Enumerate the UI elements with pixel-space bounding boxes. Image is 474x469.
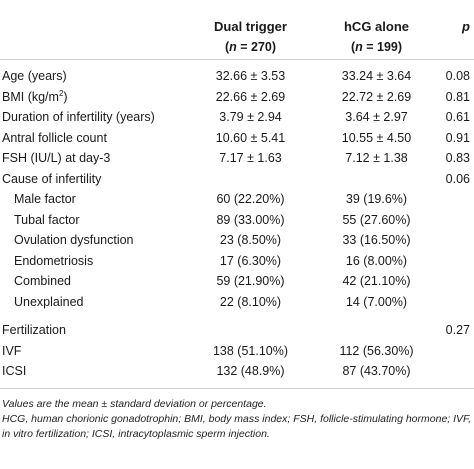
header-hcg-alone: hCG alone <box>343 19 409 34</box>
header-hcg-n: (n = 199) <box>350 40 403 54</box>
cell-hcg: 14 (7.00%) <box>345 294 408 309</box>
cell-hcg: 39 (19.6%) <box>345 192 408 207</box>
row-label: IVF <box>2 343 22 358</box>
baseline-characteristics-table: Dual trigger hCG alone p (n = 270) (n = … <box>0 0 474 388</box>
row-label: Male factor <box>14 192 76 207</box>
row-label: Tubal factor <box>14 212 80 227</box>
cell-p <box>432 341 474 362</box>
row-label: Ovulation dysfunction <box>14 233 134 248</box>
cell-hcg: 112 (56.30%) <box>339 343 414 358</box>
table-row: Cause of infertility 0.06 <box>0 169 474 190</box>
header-dual-trigger: Dual trigger <box>214 19 287 34</box>
cell-p: 0.08 <box>445 69 470 84</box>
cell-p <box>432 271 474 292</box>
row-label: Endometriosis <box>14 253 94 268</box>
cell-hcg: 33 (16.50%) <box>342 233 411 248</box>
table-row: Tubal factor 89 (33.00%) 55 (27.60%) <box>0 210 474 231</box>
table-row: BMI (kg/m2) 22.66 ± 2.69 22.72 ± 2.69 0.… <box>0 87 474 108</box>
row-label: Fertilization <box>2 323 66 338</box>
cell-p: 0.06 <box>445 171 470 186</box>
table-row: FSH (IU/L) at day-3 7.17 ± 1.63 7.12 ± 1… <box>0 148 474 169</box>
row-label: ICSI <box>2 364 27 379</box>
cell-p: 0.27 <box>445 323 470 338</box>
cell-hcg <box>321 169 432 190</box>
cell-p <box>432 292 474 313</box>
cell-p: 0.61 <box>445 110 470 125</box>
footnote-values: Values are the mean ± standard deviation… <box>2 397 267 410</box>
header-p-value: p <box>462 19 470 34</box>
table-row: Fertilization 0.27 <box>0 312 474 341</box>
cell-hcg: 87 (43.70%) <box>342 364 411 379</box>
row-label: Unexplained <box>14 294 84 309</box>
cell-dual: 23 (8.50%) <box>219 233 282 248</box>
table-body: Age (years) 32.66 ± 3.53 33.24 ± 3.64 0.… <box>0 60 474 388</box>
cell-dual: 7.17 ± 1.63 <box>219 151 282 166</box>
cell-dual: 59 (21.90%) <box>216 274 285 289</box>
row-label: Duration of infertility (years) <box>2 110 155 125</box>
footnote-abbreviations: HCG, human chorionic gonadotrophin; BMI,… <box>2 412 472 440</box>
cell-p <box>432 189 474 210</box>
cell-dual: 22.66 ± 2.69 <box>215 89 286 104</box>
cell-dual: 10.60 ± 5.41 <box>215 130 286 145</box>
table-row: Age (years) 32.66 ± 3.53 33.24 ± 3.64 0.… <box>0 60 474 87</box>
cell-hcg: 7.12 ± 1.38 <box>345 151 408 166</box>
cell-hcg: 33.24 ± 3.64 <box>341 69 412 84</box>
row-label: Antral follicle count <box>2 130 107 145</box>
cell-hcg: 16 (8.00%) <box>345 253 408 268</box>
cell-dual: 60 (22.20%) <box>216 192 285 207</box>
table-header: Dual trigger hCG alone p (n = 270) (n = … <box>0 0 474 60</box>
cell-dual <box>180 169 321 190</box>
header-blank <box>0 0 180 35</box>
cell-p <box>432 251 474 272</box>
cell-dual <box>180 312 321 341</box>
table-footnotes: Values are the mean ± standard deviation… <box>0 389 474 442</box>
cell-dual: 89 (33.00%) <box>216 212 285 227</box>
cell-hcg: 10.55 ± 4.50 <box>341 130 412 145</box>
table-row: Male factor 60 (22.20%) 39 (19.6%) <box>0 189 474 210</box>
cell-hcg <box>321 312 432 341</box>
table-row: Antral follicle count 10.60 ± 5.41 10.55… <box>0 128 474 149</box>
cell-hcg: 22.72 ± 2.69 <box>341 89 412 104</box>
cell-dual: 132 (48.9%) <box>216 364 285 379</box>
table-row: Ovulation dysfunction 23 (8.50%) 33 (16.… <box>0 230 474 251</box>
cell-dual: 22 (8.10%) <box>219 294 282 309</box>
cell-p <box>432 361 474 388</box>
cell-hcg: 55 (27.60%) <box>342 212 411 227</box>
header-dual-n: (n = 270) <box>224 40 277 54</box>
table-row: Combined 59 (21.90%) 42 (21.10%) <box>0 271 474 292</box>
cell-p <box>432 230 474 251</box>
row-label: FSH (IU/L) at day-3 <box>2 151 111 166</box>
table-row: Unexplained 22 (8.10%) 14 (7.00%) <box>0 292 474 313</box>
row-label: Cause of infertility <box>2 171 102 186</box>
row-label: Age (years) <box>2 69 67 84</box>
cell-p <box>432 210 474 231</box>
cell-hcg: 3.64 ± 2.97 <box>345 110 408 125</box>
cell-hcg: 42 (21.10%) <box>342 274 411 289</box>
cell-p: 0.83 <box>445 151 470 166</box>
table-row: ICSI 132 (48.9%) 87 (43.70%) <box>0 361 474 388</box>
row-label: BMI (kg/m2) <box>2 89 68 105</box>
cell-dual: 3.79 ± 2.94 <box>219 110 282 125</box>
cell-p: 0.91 <box>445 130 470 145</box>
table-row: Endometriosis 17 (6.30%) 16 (8.00%) <box>0 251 474 272</box>
cell-p: 0.81 <box>445 89 470 104</box>
row-label: Combined <box>14 274 71 289</box>
table-row: Duration of infertility (years) 3.79 ± 2… <box>0 107 474 128</box>
cell-dual: 17 (6.30%) <box>219 253 282 268</box>
table-row: IVF 138 (51.10%) 112 (56.30%) <box>0 341 474 362</box>
cell-dual: 32.66 ± 3.53 <box>215 69 286 84</box>
cell-dual: 138 (51.10%) <box>212 343 289 358</box>
